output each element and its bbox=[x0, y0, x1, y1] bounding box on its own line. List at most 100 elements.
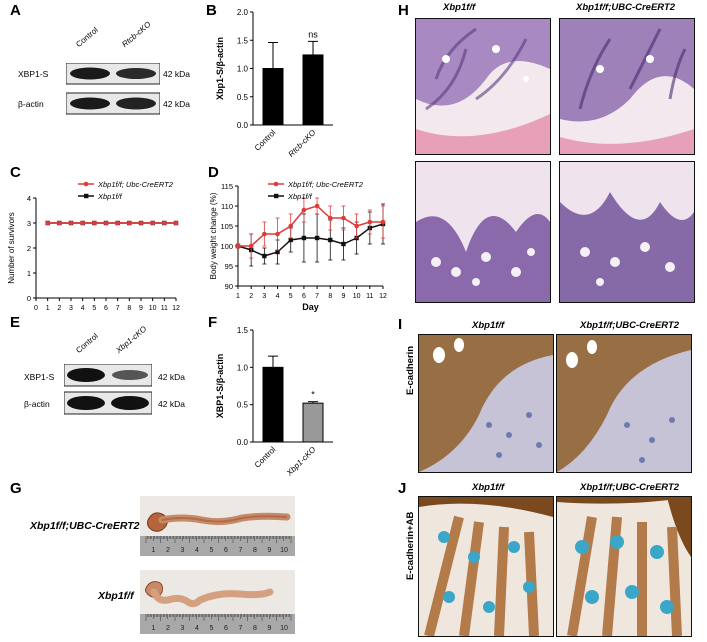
y-axis-label: Xbp1-S/β-actin bbox=[215, 37, 225, 100]
data-point bbox=[115, 220, 120, 226]
data-point bbox=[341, 241, 346, 247]
row-label-beta-actin-e: β-actin bbox=[24, 399, 50, 409]
data-point bbox=[57, 220, 62, 226]
panel-label-b: B bbox=[206, 2, 217, 19]
x-axis-label: Day bbox=[302, 302, 319, 312]
x-tick-label: Control bbox=[253, 445, 278, 470]
data-point bbox=[162, 220, 167, 226]
row-label-beta-actin: β-actin bbox=[18, 99, 44, 109]
data-point bbox=[127, 220, 132, 226]
series-line bbox=[238, 205, 383, 247]
col-label-h-flox: Xbp1f/f bbox=[443, 2, 476, 13]
x-tick-label: Rtcb-cKO bbox=[287, 128, 318, 159]
y-tick-label: 0.0 bbox=[237, 438, 249, 447]
ruler-number: 6 bbox=[224, 547, 228, 554]
data-point bbox=[354, 223, 359, 229]
ruler-number: 2 bbox=[166, 547, 170, 554]
x-tick-label: 5 bbox=[92, 305, 96, 312]
legend-marker bbox=[84, 193, 89, 199]
data-point bbox=[173, 220, 179, 226]
lane-label-control-e: Control bbox=[74, 331, 100, 355]
x-tick-label: 0 bbox=[34, 305, 38, 312]
data-point bbox=[341, 215, 346, 221]
size-label-xbp1s-e: 42 kDa bbox=[158, 372, 185, 382]
size-label-xbp1s: 42 kDa bbox=[163, 69, 190, 79]
x-tick-label: 3 bbox=[69, 305, 73, 312]
legend-label: Xbp1f/f bbox=[287, 192, 313, 201]
y-tick-label: 0.5 bbox=[237, 401, 249, 410]
histology-h-bottom-left bbox=[415, 161, 551, 303]
size-label-beta-actin: 42 kDa bbox=[163, 99, 190, 109]
data-point bbox=[275, 249, 280, 255]
data-point bbox=[80, 220, 85, 226]
data-point bbox=[314, 235, 320, 241]
data-point bbox=[262, 231, 267, 237]
x-tick-label: 8 bbox=[127, 305, 131, 312]
ruler-number: 5 bbox=[210, 625, 214, 632]
histology-h-bottom-right bbox=[559, 161, 695, 303]
data-point bbox=[262, 253, 267, 259]
side-label-j: E-cadherin+AB bbox=[405, 511, 416, 580]
x-tick-label: 11 bbox=[161, 305, 168, 312]
ruler-cre: 1 2 3 4 5 6 7 8 9 10 bbox=[140, 536, 295, 556]
x-tick-label: 3 bbox=[262, 293, 266, 300]
western-blot-a: Control Rtcb-cKO XBP1-S β-actin 42 kDa 4… bbox=[0, 0, 200, 160]
histology-j-right bbox=[556, 496, 692, 637]
data-point bbox=[288, 237, 293, 243]
panel-label-i: I bbox=[398, 316, 403, 333]
col-label-i-flox: Xbp1f/f bbox=[472, 320, 505, 331]
bar bbox=[262, 366, 284, 443]
legend-label: Xbp1f/f; Ubc-CreERT2 bbox=[97, 180, 174, 189]
x-tick-label: 6 bbox=[302, 293, 306, 300]
legend-marker bbox=[273, 181, 279, 187]
bar-chart-b: 0.0 0.5 1.0 1.5 2.0 Control Rtcb-cKO ns Xbp1-S/β… bbox=[215, 8, 333, 159]
genotype-label-flox: Xbp1f/f bbox=[98, 590, 134, 602]
data-point bbox=[138, 220, 144, 226]
y-tick-label: 100 bbox=[220, 242, 233, 251]
x-tick-label: 5 bbox=[289, 293, 293, 300]
y-tick-label: 0.0 bbox=[237, 121, 249, 130]
data-point bbox=[367, 219, 373, 225]
col-label-h-cre: Xbp1f/f;UBC-CreERT2 bbox=[576, 2, 676, 13]
line-chart-c: 012340123456789101112DayNumber of surviv… bbox=[7, 180, 180, 312]
ruler-body bbox=[140, 536, 295, 556]
lane-label-rtcb-cko: Rtcb-cKO bbox=[120, 19, 153, 49]
genotype-label-cre: Xbp1f/f;UBC-CreERT2 bbox=[30, 520, 140, 532]
x-tick-label: 6 bbox=[104, 305, 108, 312]
col-label-i-cre: Xbp1f/f;UBC-CreERT2 bbox=[580, 320, 680, 331]
size-label-beta-actin-e: 42 kDa bbox=[158, 399, 185, 409]
series-line bbox=[237, 223, 384, 257]
y-tick-label: 2 bbox=[27, 244, 31, 253]
x-tick-label: 7 bbox=[315, 293, 319, 300]
western-blot-e: Control Xbp1-cKO XBP1-S β-actin 42 kDa 4… bbox=[0, 312, 200, 422]
y-tick-label: 0 bbox=[27, 294, 31, 303]
y-tick-label: 3 bbox=[27, 219, 31, 228]
panel-label-a: A bbox=[10, 2, 21, 19]
ruler-number: 3 bbox=[181, 547, 185, 554]
histology-i-left bbox=[418, 334, 554, 473]
ruler-number: 7 bbox=[239, 547, 243, 554]
x-tick-label: 4 bbox=[81, 305, 85, 312]
x-tick-label: 1 bbox=[236, 293, 240, 300]
ruler-number: 7 bbox=[239, 625, 243, 632]
x-tick-label: 9 bbox=[139, 305, 143, 312]
data-point bbox=[45, 220, 50, 226]
x-tick-label: 2 bbox=[249, 293, 253, 300]
y-axis-label: Body weight change (%) bbox=[209, 192, 218, 279]
y-axis-label: Number of survivors bbox=[7, 212, 16, 284]
ruler-number: 10 bbox=[280, 547, 288, 554]
data-point bbox=[103, 220, 109, 226]
y-tick-label: 1.0 bbox=[237, 363, 249, 372]
col-label-j-flox: Xbp1f/f bbox=[472, 482, 505, 493]
ruler-number: 1 bbox=[152, 625, 156, 632]
panel-label-f: F bbox=[208, 314, 218, 331]
data-point bbox=[248, 243, 254, 249]
ruler-flox: 1 2 3 4 5 6 7 8 9 10 bbox=[140, 614, 295, 634]
data-point bbox=[150, 220, 155, 226]
legend-marker bbox=[274, 193, 279, 199]
ruler-number: 8 bbox=[253, 625, 257, 632]
x-tick-label: 12 bbox=[172, 305, 180, 312]
ruler-number: 2 bbox=[166, 625, 170, 632]
colon-photo-panel: Xbp1f/f;UBC-CreERT2 Xbp1f/f 1 2 3 4 5 6 7 8 9 10 … bbox=[0, 480, 395, 642]
